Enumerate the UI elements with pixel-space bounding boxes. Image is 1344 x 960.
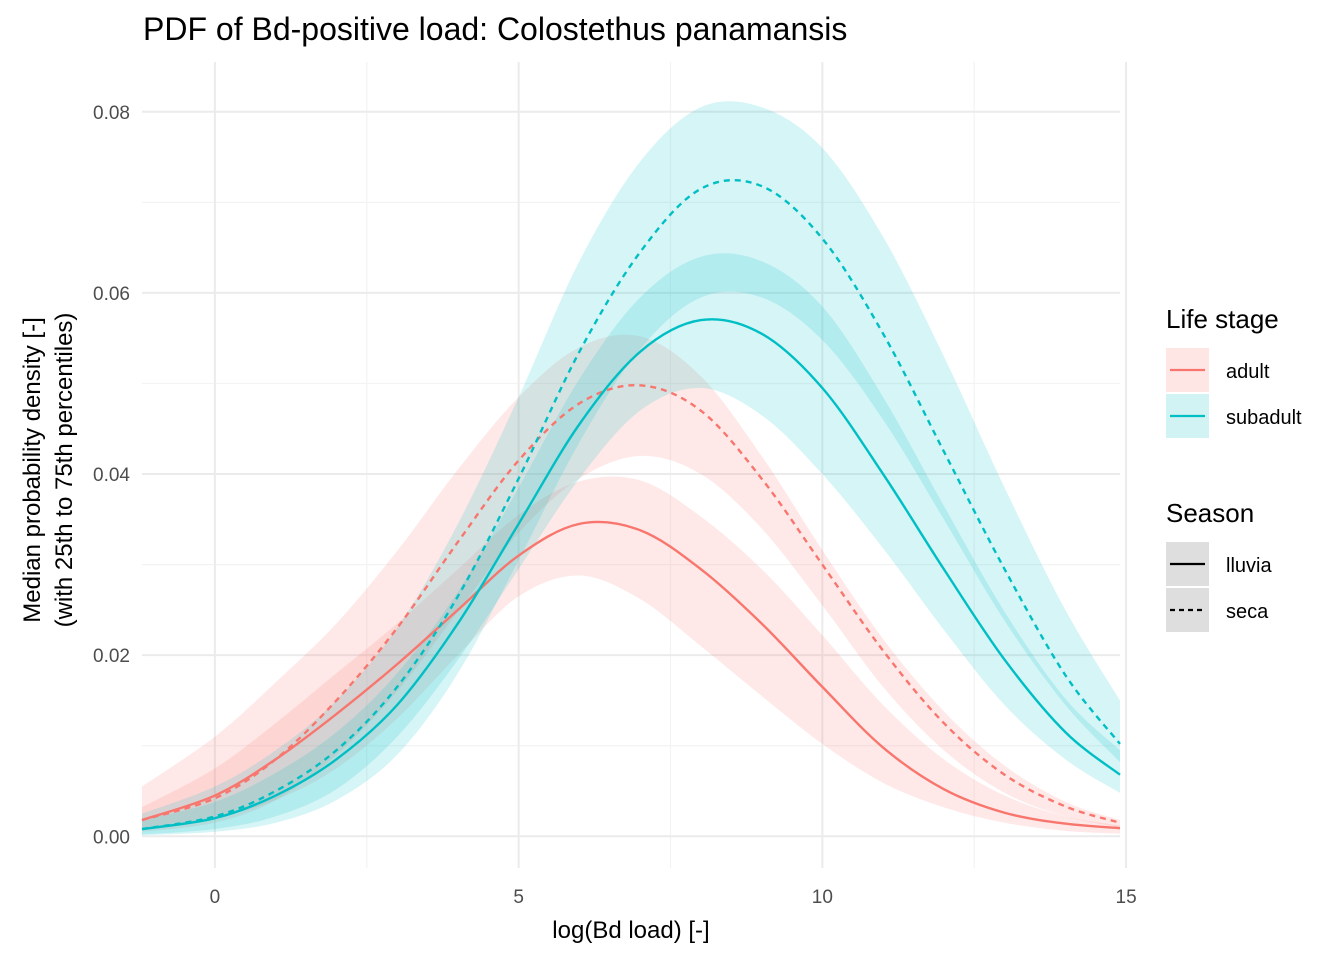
ribbon-subadult-seca: [142, 101, 1120, 836]
chart-title: PDF of Bd-positive load: Colostethus pan…: [143, 11, 847, 47]
legend-label-adult: adult: [1226, 361, 1270, 383]
y-tick-label: 0.04: [93, 465, 130, 486]
x-tick-label: 15: [1116, 887, 1137, 908]
line-adult-lluvia: [141, 520, 1121, 830]
legend: Life stage adult subadult Season lluvia …: [1166, 304, 1302, 632]
legend-label-subadult: subadult: [1226, 407, 1302, 429]
line-adult-seca: [141, 384, 1121, 824]
x-tick-labels: 0 5 10 15: [210, 887, 1137, 908]
y-tick-label: 0.00: [93, 827, 130, 848]
legend-label-lluvia: lluvia: [1226, 555, 1272, 577]
x-tick-label: 0: [210, 887, 221, 908]
legend-item-adult: adult: [1166, 348, 1270, 392]
y-tick-label: 0.08: [93, 103, 130, 124]
legend-title-life-stage: Life stage: [1166, 304, 1279, 334]
grid-minor: [142, 62, 1120, 868]
y-axis-title-line1: Median probability density [-]: [19, 317, 46, 622]
legend-title-season: Season: [1166, 498, 1254, 528]
legend-label-seca: seca: [1226, 601, 1269, 623]
legend-item-subadult: subadult: [1166, 394, 1302, 438]
x-tick-label: 10: [812, 887, 833, 908]
grid-major: [142, 62, 1128, 868]
ribbon-adult-lluvia: [142, 476, 1120, 834]
series-lines: [141, 178, 1121, 831]
legend-item-lluvia: lluvia: [1166, 542, 1272, 586]
y-tick-labels: 0.00 0.02 0.04 0.06 0.08: [93, 103, 130, 848]
y-tick-label: 0.06: [93, 284, 130, 305]
legend-item-seca: seca: [1166, 588, 1269, 632]
ribbon-subadult-lluvia: [142, 253, 1120, 835]
x-axis-title: log(Bd load) [-]: [552, 917, 709, 944]
y-axis-title: Median probability density [-] (with 25t…: [19, 313, 78, 628]
x-tick-label: 5: [513, 887, 524, 908]
y-axis-title-line2: (with 25th to 75th percentiles): [51, 313, 78, 628]
line-subadult-seca: [141, 178, 1121, 831]
line-subadult-lluvia: [141, 318, 1121, 831]
y-tick-label: 0.02: [93, 646, 130, 667]
